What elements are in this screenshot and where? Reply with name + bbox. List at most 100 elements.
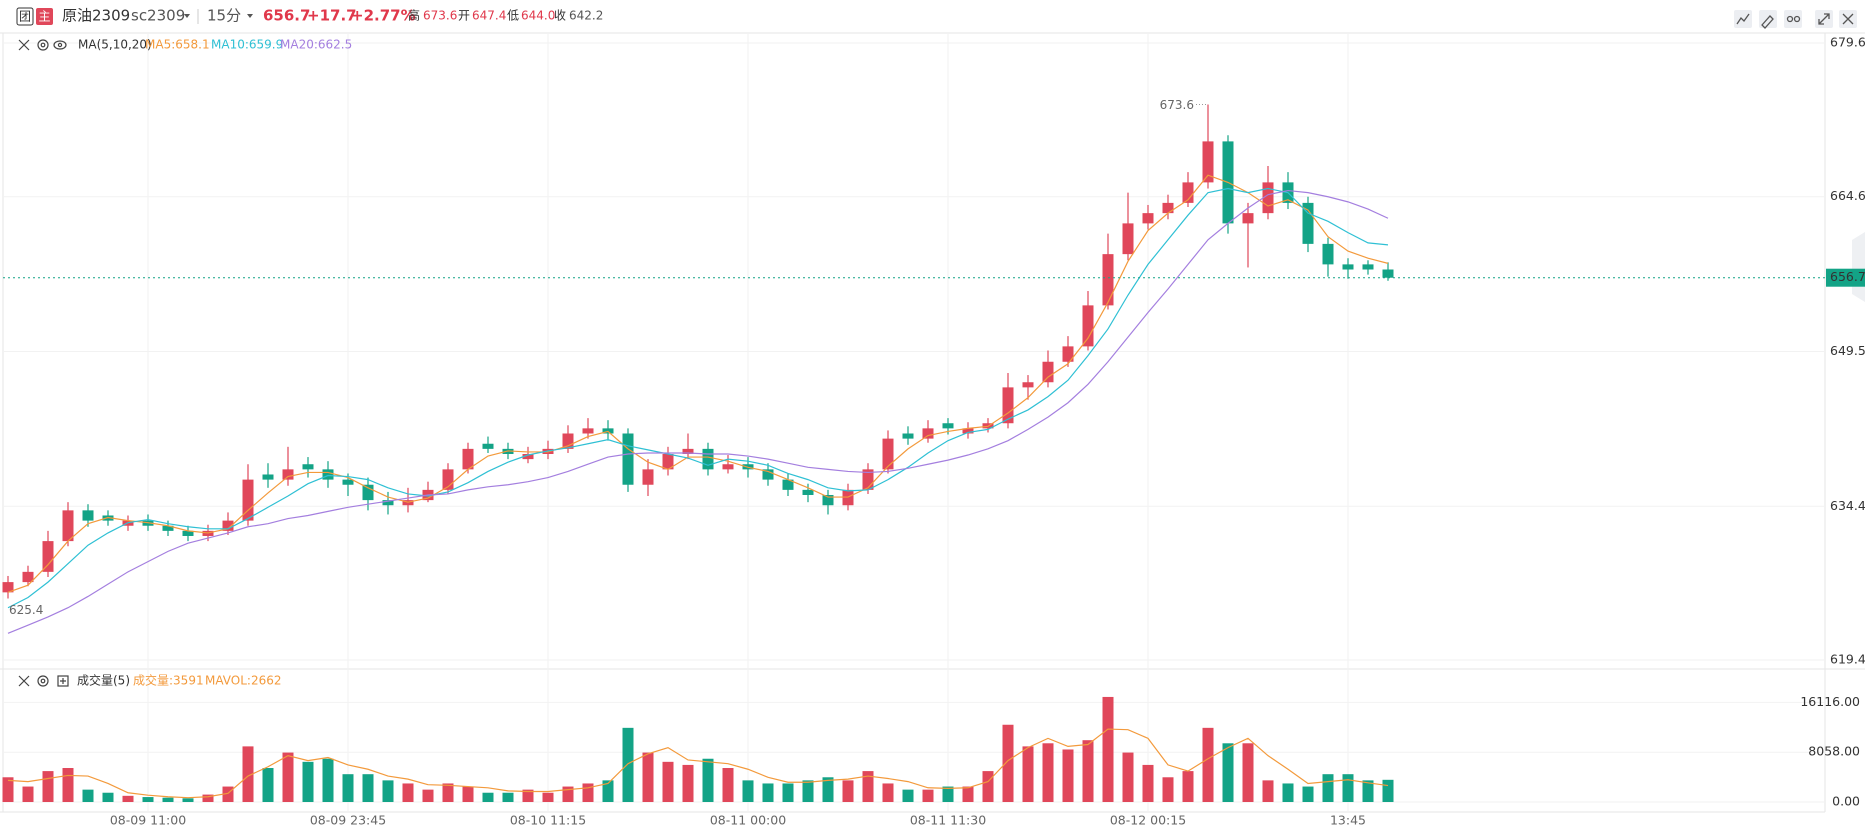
legend-item: 成交量:3591 [133, 673, 204, 688]
high-label: 673.6 [1160, 98, 1194, 112]
instrument-code[interactable]: sc2309 [131, 7, 185, 25]
candle-body [2, 582, 14, 593]
volume-bar [782, 783, 794, 802]
candle-body [1322, 243, 1334, 265]
candle-body [962, 428, 974, 434]
volume-bar [962, 786, 974, 802]
mavol-line [7, 728, 1389, 799]
volume-bar [1202, 727, 1214, 802]
x-tick-label: 08-09 23:45 [310, 813, 386, 828]
volume-bar [942, 786, 954, 802]
candle-body [902, 433, 914, 439]
candle-body [82, 510, 94, 521]
dropdown-arrow[interactable] [247, 14, 253, 18]
volume-bar [1062, 749, 1074, 802]
y-tick-label: 679.6 [1830, 35, 1865, 50]
volume-bar [1362, 780, 1374, 802]
volume-bar [402, 783, 414, 802]
candle-body [362, 484, 374, 501]
volume-bar [482, 792, 494, 802]
volume-bar [802, 780, 814, 802]
volume-bar [282, 752, 294, 802]
tool-button[interactable] [1734, 10, 1752, 28]
candle-body [882, 438, 894, 470]
candle-body [782, 479, 794, 490]
x-tick-label: 08-10 11:15 [510, 813, 586, 828]
volume-bar [222, 786, 234, 802]
candle-body [1242, 213, 1254, 224]
candle-body [222, 520, 234, 531]
candle-body [1202, 141, 1214, 183]
volume-bar [422, 789, 434, 802]
volume-bar [1222, 743, 1234, 802]
last-price-box [1826, 268, 1865, 287]
volume-bar [442, 783, 454, 802]
volume-bar [22, 786, 34, 802]
volume-bar [82, 789, 94, 802]
dropdown-arrow[interactable] [184, 14, 190, 18]
indicator-name: 成交量(5) [77, 673, 130, 688]
candle-body [382, 500, 394, 506]
volume-bar [842, 780, 854, 802]
volume-bar [262, 768, 274, 802]
candle-body [262, 474, 274, 480]
volume-bar [502, 792, 514, 802]
candle-body [522, 453, 534, 460]
candle-body [922, 428, 934, 439]
candle-body [42, 541, 54, 572]
volume-bar [142, 797, 154, 802]
volume-bar [702, 758, 714, 802]
volume-bar [662, 761, 674, 802]
legend-item: MAVOL:2662 [205, 674, 282, 688]
group-icon[interactable] [16, 7, 34, 26]
candle-body [1182, 182, 1194, 203]
volume-bar [1322, 774, 1334, 802]
volume-bar [162, 797, 174, 802]
main-icon-text: 主 [38, 10, 50, 24]
volume-bar [302, 761, 314, 802]
ma-line [7, 189, 1389, 634]
candle-body [622, 433, 634, 485]
main-icon[interactable] [36, 8, 53, 25]
candle-body [1102, 254, 1114, 306]
candle-body [802, 489, 814, 495]
plot-layers: 679.6 664.6 649.5 634.4 619.4 08-09 11:00 08-0… [2, 33, 1865, 828]
instrument-name: 原油2309 [62, 7, 130, 25]
candle-body [1122, 223, 1134, 255]
change: +17.7 [307, 7, 357, 25]
volume-bar [1302, 786, 1314, 802]
legend-item: MA10:659.9 [211, 38, 283, 52]
volume-bar [642, 752, 654, 802]
y-tick-label: 0.00 [1832, 794, 1860, 809]
ma-line [7, 174, 1389, 593]
volume-bar [762, 783, 774, 802]
side-tab[interactable] [1852, 232, 1865, 302]
y-tick-label: 619.4 [1830, 652, 1865, 667]
volume-bar [1282, 783, 1294, 802]
stat-value: 673.6 [423, 9, 457, 23]
stat-label: 低 [507, 9, 519, 23]
y-tick-label: 664.6 [1830, 188, 1865, 203]
interval[interactable]: 15分 [207, 7, 241, 25]
volume-bar [582, 783, 594, 802]
candle-body [722, 464, 734, 470]
stat-value: 644.0 [521, 9, 555, 23]
candle-body [22, 571, 34, 583]
volume-bar [1382, 779, 1394, 802]
stat-value: 647.4 [472, 9, 506, 23]
volume-bar [382, 780, 394, 802]
y-tick-label: 634.4 [1830, 498, 1865, 513]
volume-bar [1182, 771, 1194, 802]
volume-bar [522, 789, 534, 802]
volume-bar [602, 780, 614, 802]
indicator-name: MA(5,10,20) [78, 38, 152, 52]
volume-bar [2, 777, 14, 802]
candle-body [62, 510, 74, 542]
volume-bar [742, 780, 754, 802]
candle-body [342, 479, 354, 485]
toolbar-icons [1736, 13, 1854, 29]
stat-value: 642.2 [569, 9, 603, 23]
volume-bar [202, 794, 214, 802]
